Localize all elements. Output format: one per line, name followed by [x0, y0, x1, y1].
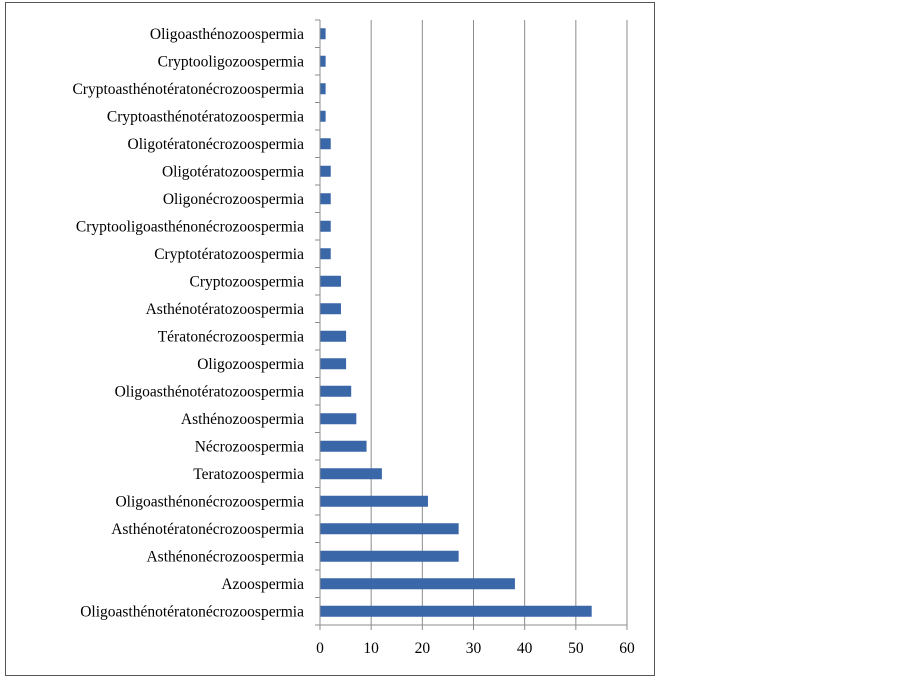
- bars: [320, 28, 592, 617]
- category-label: Cryptoasthénotératonécrozoospermia: [72, 81, 304, 98]
- axes: [315, 19, 628, 630]
- bar: [320, 275, 341, 287]
- category-label: Asthénonécrozoospermia: [146, 548, 304, 565]
- category-label: Cryptoasthénotératozoospermia: [107, 108, 304, 125]
- bar: [320, 83, 326, 95]
- category-label: Asthénotératozoospermia: [146, 301, 305, 318]
- x-tick-label: 60: [619, 640, 635, 657]
- category-label: Oligoasthénotératozoospermia: [115, 383, 305, 400]
- category-label: Cryptozoospermia: [189, 273, 304, 290]
- category-label: Oligoasthénotératonécrozoospermia: [80, 603, 304, 620]
- category-label: Oligotératonécrozoospermia: [128, 136, 305, 153]
- bar: [320, 55, 326, 67]
- bar: [320, 330, 347, 342]
- bar-chart: Oligoasthénotératonécrozoospermia Azoospe…: [72, 19, 635, 657]
- category-labels: Oligoasthénotératonécrozoospermia Azoospe…: [72, 26, 304, 621]
- chart-frame: Oligoasthénotératonécrozoospermia Azoospe…: [5, 2, 655, 676]
- category-label: Cryptooligoasthénonécrozoospermia: [76, 218, 304, 235]
- x-tick-label: 10: [363, 640, 379, 657]
- bar: [320, 165, 331, 177]
- category-label: Cryptotératozoospermia: [154, 246, 304, 263]
- bar: [320, 138, 331, 150]
- category-label: Oligonécrozoospermia: [163, 191, 304, 208]
- category-label: Teratozoospermia: [193, 466, 304, 483]
- category-label: Azoospermia: [221, 576, 304, 593]
- bar: [320, 468, 382, 480]
- category-label: Tératonécrozoospermia: [158, 328, 304, 345]
- x-tick-label: 30: [466, 640, 482, 657]
- bar: [320, 385, 352, 397]
- category-label: Oligotératozoospermia: [162, 163, 304, 180]
- category-label: Asthénozoospermia: [181, 411, 304, 428]
- x-tick-label: 0: [316, 640, 324, 657]
- bar: [320, 358, 347, 370]
- bar: [320, 28, 326, 40]
- category-label: Nécrozoospermia: [195, 438, 304, 455]
- bar: [320, 110, 326, 122]
- x-tick-labels: 0 10 20 30 40 50 60: [316, 640, 635, 657]
- bar: [320, 605, 592, 617]
- bar: [320, 413, 357, 425]
- category-label: Cryptooligozoospermia: [158, 53, 304, 70]
- bar: [320, 440, 367, 452]
- x-tick-label: 20: [415, 640, 431, 657]
- x-tick-label: 50: [568, 640, 584, 657]
- bar: [320, 523, 459, 535]
- bar: [320, 550, 459, 562]
- bar: [320, 220, 331, 232]
- bar: [320, 495, 428, 507]
- category-label: Oligoasthénozoospermia: [150, 26, 304, 43]
- bar: [320, 303, 341, 315]
- bar: [320, 248, 331, 260]
- category-label: Oligozoospermia: [197, 356, 304, 373]
- bar: [320, 193, 331, 205]
- category-label: Asthénotératonécrozoospermia: [111, 521, 304, 538]
- category-label: Oligoasthénonécrozoospermia: [115, 493, 304, 510]
- x-tick-label: 40: [517, 640, 533, 657]
- bar: [320, 578, 515, 590]
